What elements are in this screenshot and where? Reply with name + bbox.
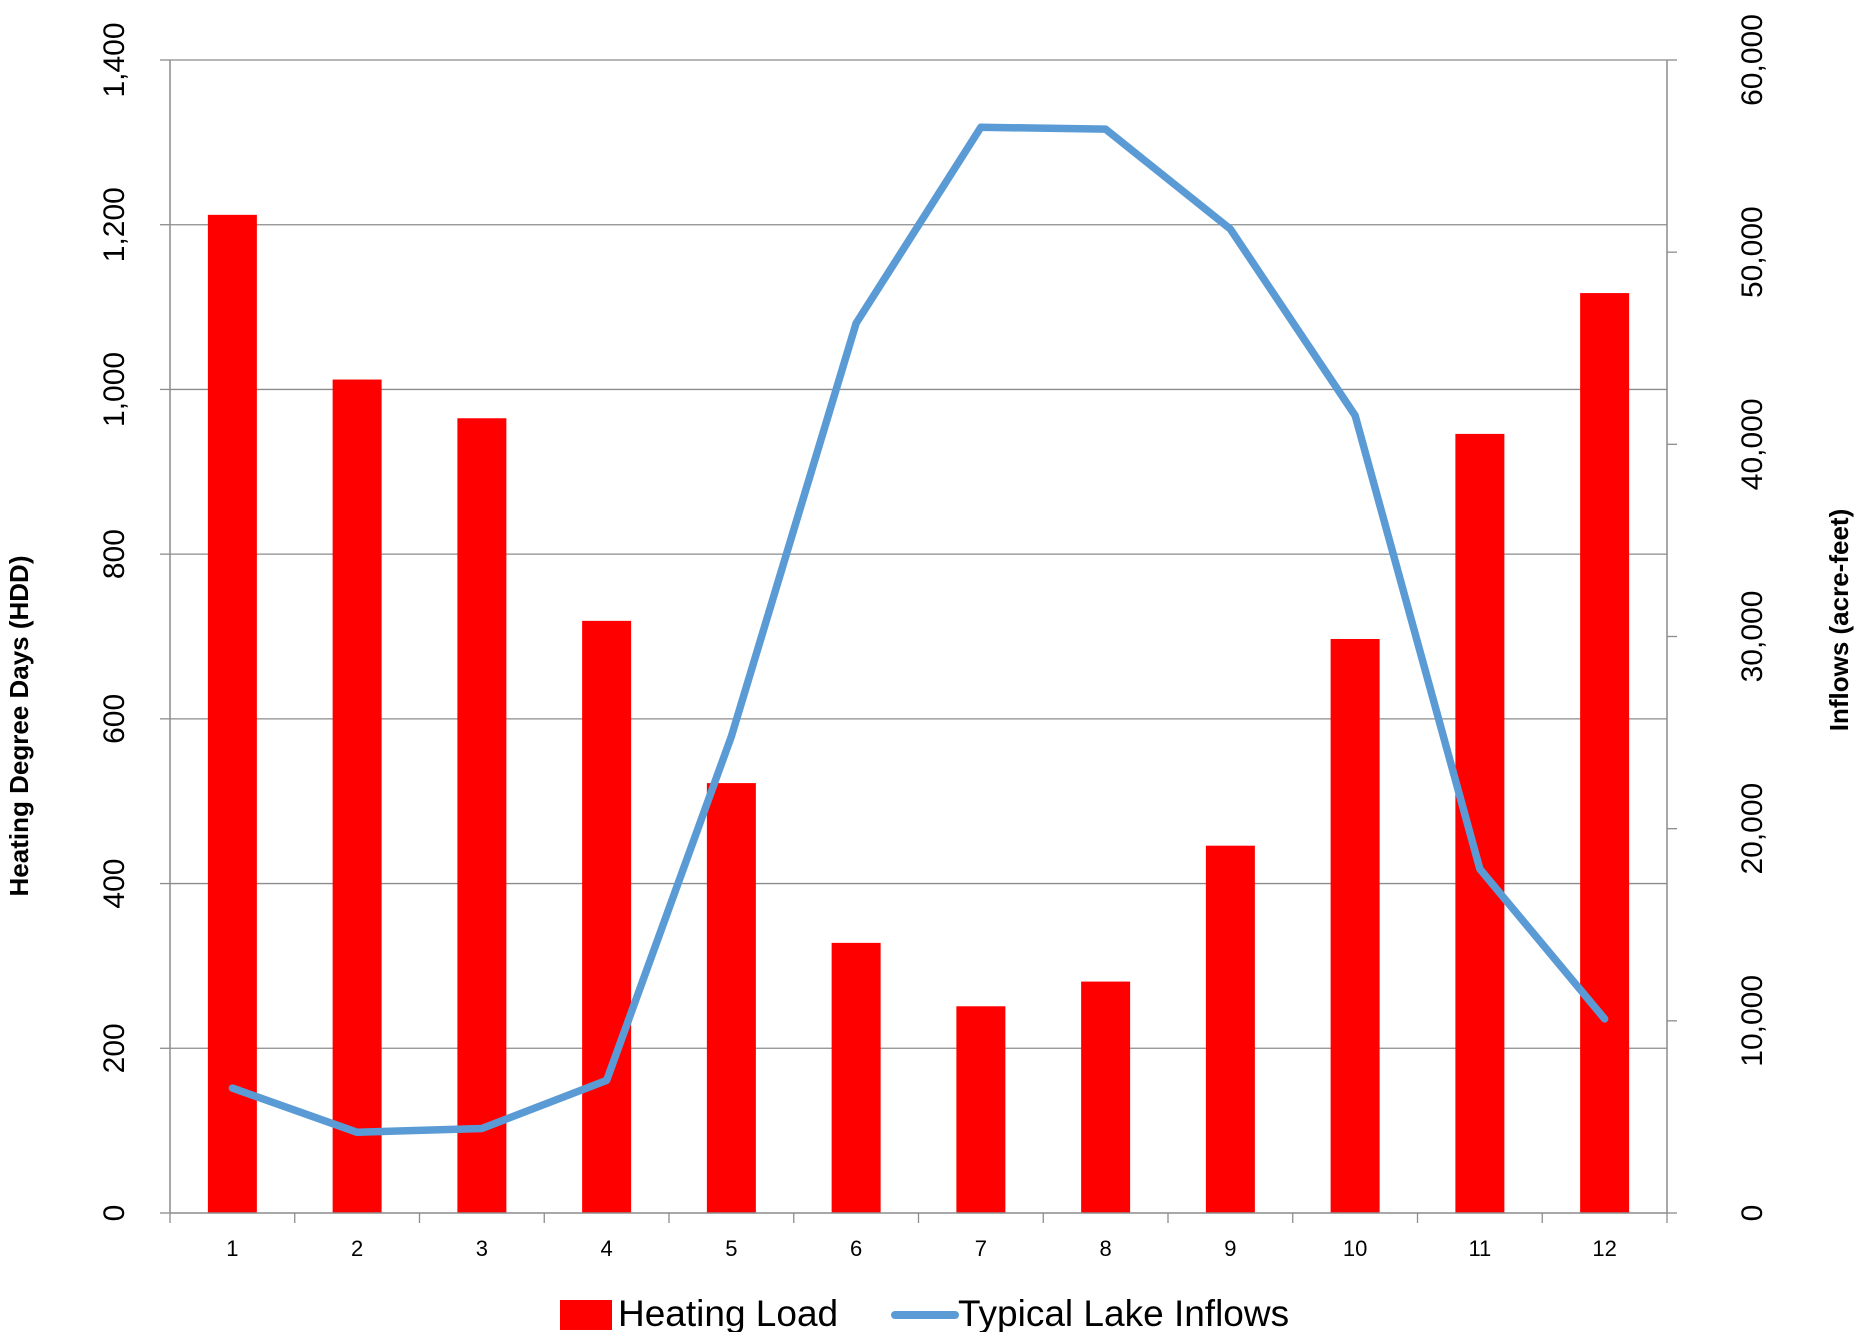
legend-label-heating-load: Heating Load <box>618 1293 838 1332</box>
y-left-tick-label: 200 <box>98 1023 131 1073</box>
y-right-axis-title: Inflows (acre-feet) <box>1824 509 1854 732</box>
y-left-tick-label: 1,400 <box>98 22 131 97</box>
bar-heating-load <box>457 418 507 1214</box>
bar-heating-load <box>1330 638 1380 1213</box>
x-tick-label: 8 <box>1100 1236 1112 1261</box>
x-tick-label: 10 <box>1343 1236 1367 1261</box>
bar-heating-load <box>1081 981 1131 1213</box>
y-left-tick-label: 0 <box>98 1205 131 1222</box>
bar-heating-load <box>1205 845 1255 1213</box>
y-right-tick-label: 60,000 <box>1736 14 1769 106</box>
y-left-axis-title: Heating Degree Days (HDD) <box>4 556 34 897</box>
y-right-tick-label: 20,000 <box>1736 783 1769 875</box>
x-tick-label: 1 <box>226 1236 238 1261</box>
legend-swatch-heating-load <box>560 1300 612 1330</box>
bar-heating-load <box>582 620 632 1213</box>
y-left-tick-label: 600 <box>98 694 131 744</box>
x-tick-label: 11 <box>1468 1236 1491 1261</box>
x-tick-label: 5 <box>725 1236 737 1261</box>
bar-heating-load <box>831 942 881 1213</box>
x-tick-label: 7 <box>975 1236 987 1261</box>
x-tick-label: 9 <box>1224 1236 1236 1261</box>
y-right-tick-label: 10,000 <box>1736 975 1769 1067</box>
y-right-tick-label: 0 <box>1736 1205 1769 1222</box>
bar-heating-load <box>706 783 756 1213</box>
heating-load-bars <box>207 214 1630 1214</box>
x-tick-label: 2 <box>351 1236 363 1261</box>
legend-label-typical-lake-inflows: Typical Lake Inflows <box>958 1293 1289 1332</box>
x-tick-label: 6 <box>850 1236 862 1261</box>
bar-heating-load <box>332 379 382 1213</box>
gridlines <box>170 59 1667 1049</box>
y-right-tick-label: 50,000 <box>1736 206 1769 298</box>
bar-heating-load <box>956 1006 1006 1213</box>
typical-lake-inflows-line-group <box>228 123 1609 1137</box>
y-left-tick-label: 1,200 <box>98 187 131 262</box>
x-tick-label: 4 <box>601 1236 613 1261</box>
y-left-tick-label: 800 <box>98 529 131 579</box>
bar-heating-load <box>1580 293 1630 1214</box>
bar-heating-load <box>207 214 257 1213</box>
y-right-tick-label: 30,000 <box>1736 591 1769 683</box>
bar-heating-load <box>1455 433 1505 1213</box>
x-tick-label: 3 <box>476 1236 488 1261</box>
y-right-tick-label: 40,000 <box>1736 398 1769 490</box>
y-left-tick-label: 400 <box>98 859 131 909</box>
axes <box>160 59 1677 1223</box>
typical-lake-inflows-line <box>228 123 1609 1137</box>
axis-labels: 0 200 400 600 800 1,000 1,200 1,400 0 10,000 20,00… <box>98 14 1769 1261</box>
y-left-tick-label: 1,000 <box>98 352 131 427</box>
legend: Heating Load Typical Lake Inflows <box>560 1293 1289 1332</box>
x-tick-label: 12 <box>1592 1236 1616 1261</box>
